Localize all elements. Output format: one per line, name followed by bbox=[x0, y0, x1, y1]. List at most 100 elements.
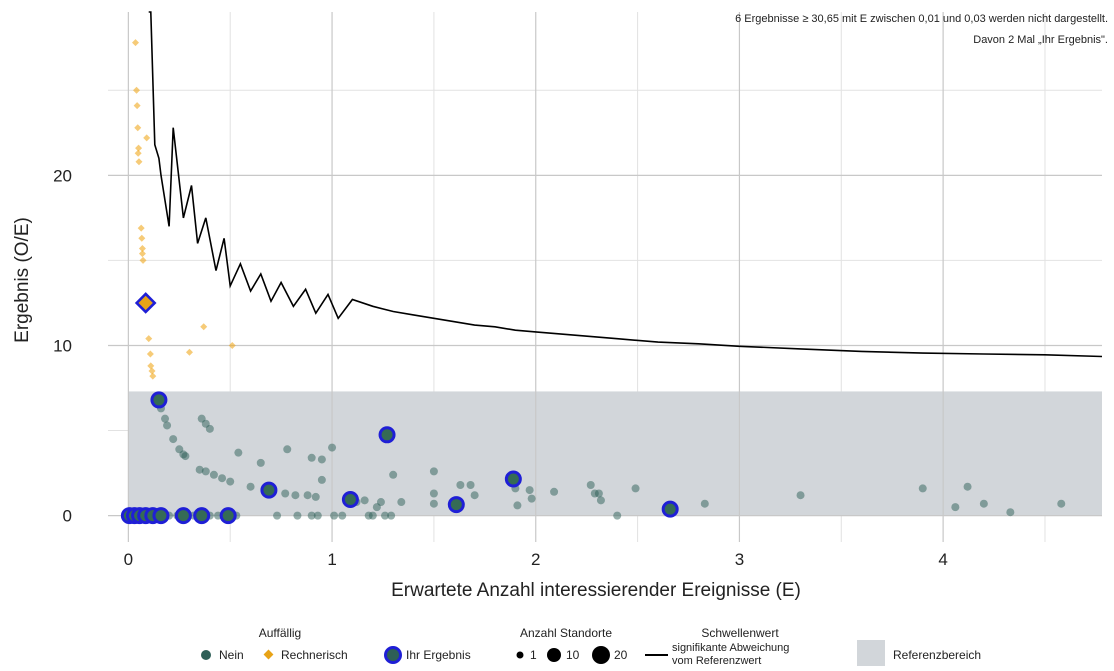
point-ihr-ergebnis bbox=[260, 481, 278, 499]
point-nein bbox=[311, 492, 320, 501]
x-tick-label: 1 bbox=[327, 550, 336, 569]
point-nein bbox=[429, 489, 438, 498]
legend: Auffällig Nein Rechnerisch Ihr Ergebnis … bbox=[201, 626, 981, 667]
point-nein bbox=[527, 494, 536, 503]
point-nein bbox=[163, 421, 172, 430]
point-ihr-ergebnis bbox=[193, 507, 211, 525]
point-nein bbox=[429, 499, 438, 508]
point-nein bbox=[360, 496, 369, 505]
point-nein bbox=[256, 458, 265, 467]
legend-size-1-marker bbox=[516, 651, 524, 659]
point-nein bbox=[631, 484, 640, 493]
point-rechnerisch bbox=[138, 234, 146, 242]
point-ihr-ergebnis bbox=[447, 496, 465, 514]
point-ihr-ergebnis bbox=[134, 292, 157, 314]
point-rechnerisch bbox=[149, 372, 157, 380]
point-nein bbox=[328, 443, 337, 452]
point-nein bbox=[195, 465, 204, 474]
point-nein bbox=[283, 445, 292, 454]
x-axis-title: Erwartete Anzahl interessierender Ereign… bbox=[391, 580, 801, 601]
y-tick-labels: 0 10 20 bbox=[53, 166, 72, 525]
threshold-line bbox=[148, 11, 1103, 358]
x-tick-label: 4 bbox=[938, 550, 947, 569]
point-nein bbox=[525, 486, 534, 495]
point-rechnerisch bbox=[135, 158, 143, 166]
point-nein bbox=[918, 484, 927, 493]
point-nein bbox=[246, 482, 255, 491]
point-rechnerisch bbox=[228, 341, 236, 349]
point-rechnerisch bbox=[148, 367, 156, 375]
y-tick-label: 20 bbox=[53, 166, 72, 185]
threshold-polyline bbox=[148, 11, 1103, 358]
point-ihr-ergebnis bbox=[661, 500, 679, 518]
x-tick-label: 2 bbox=[531, 550, 540, 569]
y-tick-label: 0 bbox=[63, 507, 72, 526]
point-nein bbox=[303, 491, 312, 500]
point-nein bbox=[700, 499, 709, 508]
point-ihr-ergebnis bbox=[174, 507, 192, 525]
legend-nein-marker bbox=[201, 650, 211, 660]
legend-size-20-label: 20 bbox=[614, 648, 628, 662]
point-nein bbox=[291, 491, 300, 500]
point-rechnerisch bbox=[133, 86, 141, 94]
point-rechnerisch bbox=[134, 149, 142, 157]
legend-threshold-title: Schwellenwert bbox=[701, 626, 779, 640]
reference-band bbox=[128, 391, 1103, 516]
legend-reference-swatch bbox=[857, 640, 885, 666]
point-nein bbox=[273, 511, 282, 520]
y-tick-label: 10 bbox=[53, 336, 72, 355]
x-tick-label: 3 bbox=[735, 550, 744, 569]
point-nein bbox=[313, 511, 322, 520]
point-nein bbox=[1057, 499, 1066, 508]
point-rechnerisch bbox=[185, 348, 193, 356]
point-ihr-ergebnis bbox=[152, 507, 170, 525]
point-nein bbox=[161, 414, 170, 423]
point-rechnerisch bbox=[139, 256, 147, 264]
point-nein bbox=[429, 467, 438, 476]
point-nein bbox=[387, 511, 396, 520]
point-nein bbox=[513, 501, 522, 510]
point-nein bbox=[234, 448, 243, 457]
legend-standorte-title: Anzahl Standorte bbox=[520, 626, 612, 640]
point-nein bbox=[550, 487, 559, 496]
point-nein bbox=[376, 498, 385, 507]
point-nein bbox=[368, 511, 377, 520]
point-ihr-ergebnis bbox=[341, 490, 359, 508]
point-nein bbox=[796, 491, 805, 500]
legend-rechnerisch-label: Rechnerisch bbox=[281, 648, 348, 662]
y-axis-title: Ergebnis (O/E) bbox=[12, 217, 33, 343]
point-rechnerisch bbox=[138, 245, 146, 253]
point-nein bbox=[181, 452, 190, 461]
legend-rechnerisch-marker bbox=[263, 649, 274, 660]
legend-threshold-line-2: vom Referenzwert bbox=[672, 655, 761, 667]
point-nein bbox=[330, 511, 339, 520]
legend-threshold-line-1: signifikante Abweichung bbox=[672, 642, 789, 654]
point-ihr-ergebnis bbox=[150, 391, 168, 409]
legend-nein-label: Nein bbox=[219, 648, 244, 662]
note-line-2: Davon 2 Mal „Ihr Ergebnis". bbox=[973, 34, 1108, 46]
point-rechnerisch bbox=[131, 39, 139, 47]
point-rechnerisch bbox=[143, 134, 151, 142]
point-nein bbox=[205, 424, 214, 433]
point-nein bbox=[338, 511, 347, 520]
point-nein bbox=[596, 496, 605, 505]
point-nein bbox=[979, 499, 988, 508]
point-rechnerisch bbox=[146, 350, 154, 358]
point-ihr-ergebnis bbox=[504, 470, 522, 488]
point-nein bbox=[456, 481, 465, 490]
legend-size-10-label: 10 bbox=[566, 648, 580, 662]
point-nein bbox=[307, 453, 316, 462]
point-rechnerisch bbox=[200, 323, 208, 331]
point-rechnerisch bbox=[137, 224, 145, 232]
legend-size-20-marker bbox=[592, 646, 610, 664]
legend-ihr-ergebnis-marker bbox=[384, 646, 402, 664]
point-nein bbox=[466, 481, 475, 490]
point-rechnerisch bbox=[134, 124, 142, 132]
point-nein bbox=[218, 474, 227, 483]
point-nein bbox=[317, 455, 326, 464]
point-nein bbox=[317, 475, 326, 484]
point-nein bbox=[613, 511, 622, 520]
point-nein bbox=[381, 511, 390, 520]
point-nein bbox=[470, 491, 479, 500]
